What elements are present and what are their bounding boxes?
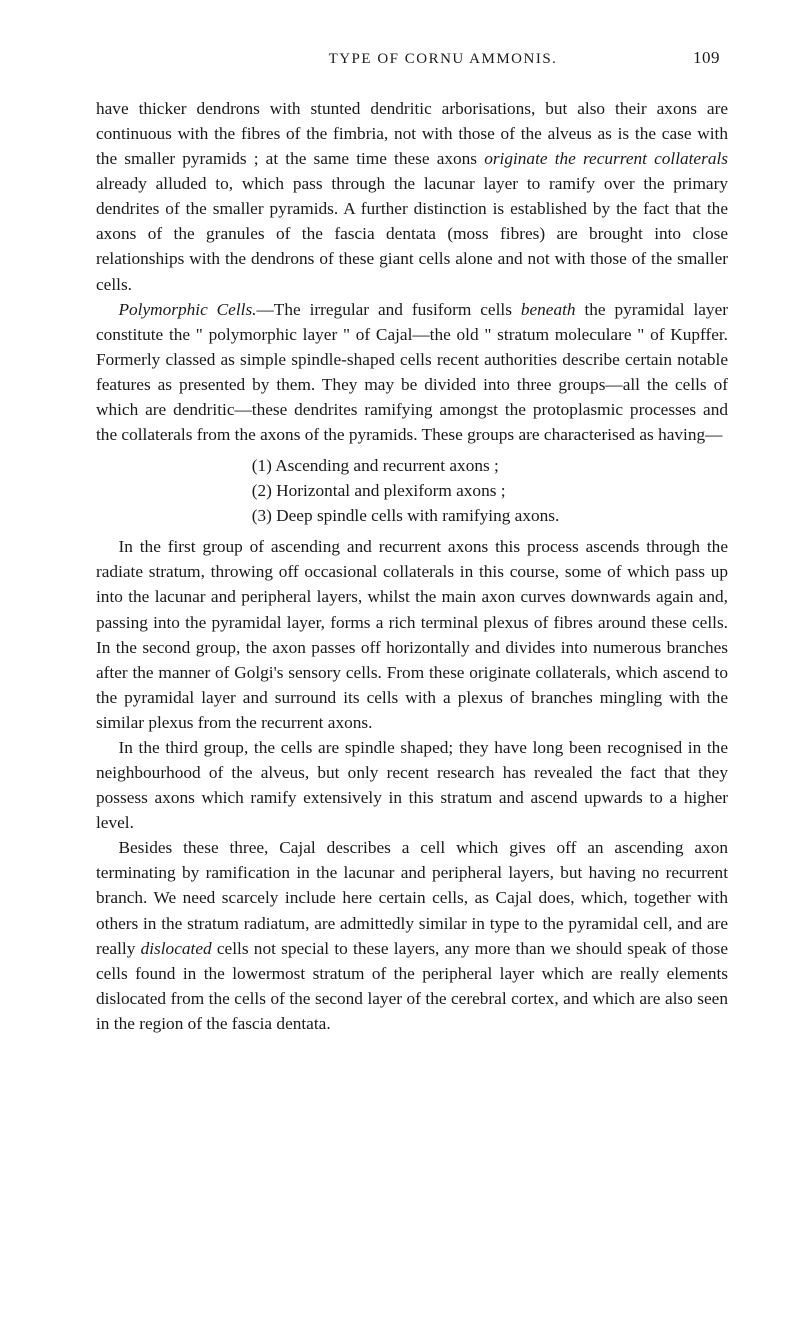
italic-run: Polymorphic Cells. xyxy=(118,300,256,319)
text-run: already alluded to, which pass through t… xyxy=(96,174,728,293)
running-head: TYPE OF CORNU AMMONIS. xyxy=(216,51,670,68)
paragraph-2: Polymorphic Cells.—The irregular and fus… xyxy=(96,297,728,447)
text-run: —The irregular and fusiform cells xyxy=(257,300,521,319)
paragraph-5: Besides these three, Cajal describes a c… xyxy=(96,835,728,1036)
page-header: TYPE OF CORNU AMMONIS. 109 xyxy=(96,48,728,68)
paragraph-1: have thicker dendrons with stunted dendr… xyxy=(96,96,728,297)
italic-run: originate the recurrent collaterals xyxy=(484,149,728,168)
page-number: 109 xyxy=(670,48,720,68)
list-item: (2) Horizontal and plexiform axons ; xyxy=(252,478,728,503)
italic-run: beneath xyxy=(521,300,576,319)
page: TYPE OF CORNU AMMONIS. 109 have thicker … xyxy=(0,0,800,1096)
italic-run: dislocated xyxy=(141,939,212,958)
body-text: have thicker dendrons with stunted dendr… xyxy=(96,96,728,1036)
paragraph-4: In the third group, the cells are spindl… xyxy=(96,735,728,835)
numbered-list: (1) Ascending and recurrent axons ; (2) … xyxy=(96,453,728,528)
paragraph-3: In the first group of ascending and recu… xyxy=(96,534,728,735)
list-item: (3) Deep spindle cells with ramifying ax… xyxy=(252,503,728,528)
text-run: the pyramidal layer constitute the " pol… xyxy=(96,300,728,444)
list-item: (1) Ascending and recurrent axons ; xyxy=(252,453,728,478)
